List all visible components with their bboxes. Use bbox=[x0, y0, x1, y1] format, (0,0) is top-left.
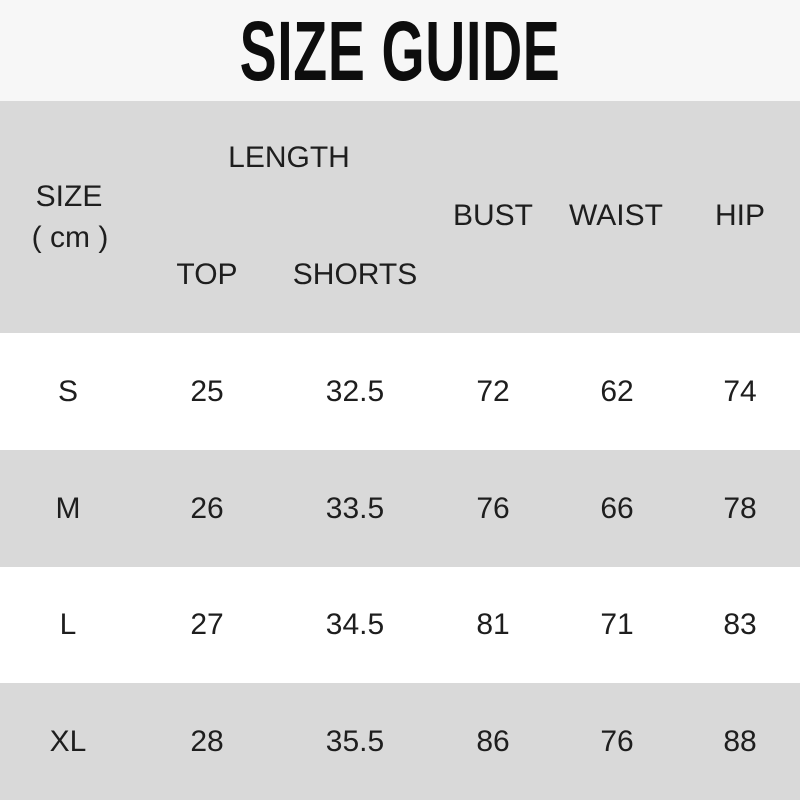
table-header: SIZE ( cm ) LENGTH TOP SHORTS BUST WAIST… bbox=[0, 101, 800, 333]
table-row: L 27 34.5 81 71 83 bbox=[0, 567, 800, 683]
table-row: M 26 33.5 76 66 78 bbox=[0, 450, 800, 567]
cell-waist: 71 bbox=[600, 608, 634, 641]
cell-bust: 76 bbox=[476, 491, 510, 525]
header-top: TOP bbox=[176, 258, 238, 291]
cell-hip: 78 bbox=[723, 491, 757, 525]
cell-size: L bbox=[59, 608, 77, 641]
header-unit: ( cm ) bbox=[31, 221, 109, 254]
cell-waist: 62 bbox=[600, 374, 634, 408]
header-length: LENGTH bbox=[228, 141, 350, 174]
cell-hip: 83 bbox=[723, 608, 757, 641]
header-size: SIZE bbox=[35, 180, 103, 213]
cell-size: M bbox=[55, 491, 81, 525]
table-row: S 25 32.5 72 62 74 bbox=[0, 333, 800, 450]
cell-top: 27 bbox=[190, 608, 224, 641]
cell-bust: 72 bbox=[476, 374, 510, 408]
cell-shorts: 34.5 bbox=[325, 608, 385, 641]
cell-top: 28 bbox=[190, 724, 224, 758]
header-hip: HIP bbox=[714, 199, 766, 232]
page-title: SIZE GUIDE bbox=[239, 4, 561, 98]
cell-size: S bbox=[57, 374, 79, 408]
header-waist: WAIST bbox=[569, 199, 663, 232]
cell-size: XL bbox=[49, 724, 87, 758]
cell-waist: 76 bbox=[600, 724, 634, 758]
cell-waist: 66 bbox=[600, 491, 634, 525]
cell-hip: 88 bbox=[723, 724, 757, 758]
header-bust: BUST bbox=[452, 199, 534, 232]
title-banner: SIZE GUIDE bbox=[0, 0, 800, 101]
cell-shorts: 33.5 bbox=[325, 491, 385, 525]
cell-bust: 81 bbox=[476, 608, 510, 641]
cell-top: 26 bbox=[190, 491, 224, 525]
cell-bust: 86 bbox=[476, 724, 510, 758]
table-row: XL 28 35.5 86 76 88 bbox=[0, 683, 800, 800]
cell-hip: 74 bbox=[723, 374, 757, 408]
cell-shorts: 32.5 bbox=[325, 374, 385, 408]
header-shorts: SHORTS bbox=[292, 258, 418, 291]
cell-shorts: 35.5 bbox=[325, 724, 385, 758]
cell-top: 25 bbox=[190, 374, 224, 408]
